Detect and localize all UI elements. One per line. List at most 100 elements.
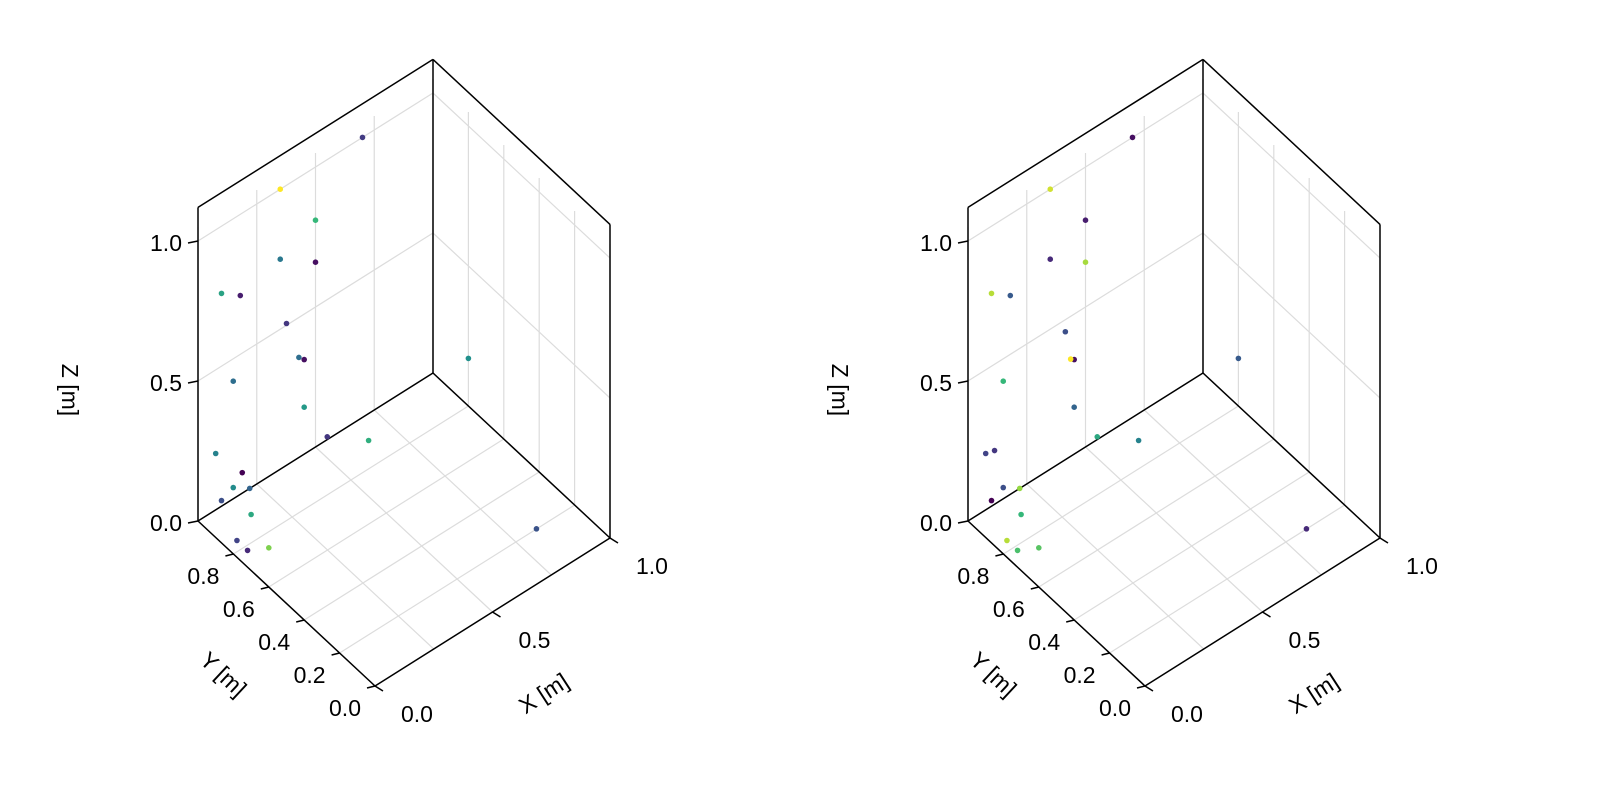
data-point xyxy=(1016,485,1023,492)
data-point xyxy=(365,437,372,444)
z-tick-label: 0.0 xyxy=(150,510,182,536)
axis-frame-line xyxy=(967,58,1204,209)
data-point xyxy=(234,537,240,544)
axis-frame-line xyxy=(1202,58,1381,225)
y-tick-label: 0.6 xyxy=(993,596,1025,622)
data-point xyxy=(312,259,319,266)
z-axis-label: Z [m] xyxy=(57,364,83,416)
x-tick-mark xyxy=(609,537,619,544)
data-point xyxy=(244,547,251,554)
y-tick-label: 0.0 xyxy=(329,695,361,721)
floor-grid-line xyxy=(315,446,493,613)
x-axis-label: X [m] xyxy=(1284,668,1343,719)
z-tick-label: 0.5 xyxy=(920,370,952,396)
y-tick-mark xyxy=(260,586,269,590)
floor-grid-line xyxy=(1038,438,1275,588)
axis-frame-line xyxy=(432,372,611,539)
y-tick-label: 0.0 xyxy=(1099,695,1131,721)
data-point xyxy=(324,434,331,440)
floor-grid-line xyxy=(1143,409,1322,576)
wall-grid-line xyxy=(1202,232,1381,399)
x-axis-label: X [m] xyxy=(514,668,573,719)
axis-frame-line xyxy=(967,372,1204,522)
data-point xyxy=(301,404,308,411)
data-point xyxy=(266,545,272,551)
floor-grid-line xyxy=(373,409,552,576)
axis-frame-line xyxy=(1202,372,1381,539)
data-point xyxy=(1000,378,1007,385)
y-tick-mark xyxy=(296,619,305,623)
y-axis-label: Y [m] xyxy=(195,646,252,701)
data-point xyxy=(1036,545,1042,551)
y-tick-mark xyxy=(1136,685,1146,689)
scatter3d-panel: 0.00.51.00.00.20.40.60.80.00.51.0X [m]Y … xyxy=(827,58,1438,727)
floor-grid-line xyxy=(268,438,505,588)
data-point xyxy=(991,447,998,454)
x-tick-label: 0.0 xyxy=(1171,701,1203,727)
data-point xyxy=(1062,328,1069,335)
data-point xyxy=(1082,217,1089,223)
wall-grid-line xyxy=(967,232,1204,382)
y-tick-label: 0.2 xyxy=(1064,662,1096,688)
data-point xyxy=(248,511,254,518)
y-tick-mark xyxy=(225,553,234,557)
x-tick-label: 1.0 xyxy=(636,553,668,579)
floor-grid-line xyxy=(1085,446,1263,613)
data-point xyxy=(1071,404,1077,411)
z-tick-mark xyxy=(187,520,199,524)
data-point xyxy=(218,290,225,297)
data-point xyxy=(296,354,302,361)
x-tick-label: 0.0 xyxy=(401,701,433,727)
floor-grid-line xyxy=(303,471,540,621)
y-tick-mark xyxy=(1101,652,1110,656)
data-point xyxy=(312,217,319,223)
floor-grid-line xyxy=(233,405,469,555)
y-tick-mark xyxy=(1066,619,1075,623)
z-axis-label: Z [m] xyxy=(827,364,853,416)
wall-grid-line xyxy=(967,92,1204,242)
data-point xyxy=(283,320,290,327)
axis-frame-line xyxy=(197,372,434,522)
z-tick-mark xyxy=(187,380,199,384)
z-tick-label: 1.0 xyxy=(920,230,952,256)
y-axis-label: Y [m] xyxy=(965,646,1022,701)
z-tick-mark xyxy=(957,520,969,524)
y-tick-label: 0.4 xyxy=(258,629,290,655)
z-tick-mark xyxy=(957,240,969,244)
wall-grid-line xyxy=(432,232,611,399)
data-point xyxy=(239,469,246,476)
scatter3d-panel: 0.00.51.00.00.20.40.60.80.00.51.0X [m]Y … xyxy=(57,58,668,727)
data-point xyxy=(1129,134,1136,141)
data-point xyxy=(230,378,237,385)
axis-frame-line xyxy=(967,520,1146,687)
wall-grid-line xyxy=(197,92,434,242)
data-point xyxy=(218,497,225,504)
axis-frame-line xyxy=(197,58,434,209)
data-point xyxy=(1007,292,1014,299)
y-tick-mark xyxy=(995,553,1004,557)
data-point xyxy=(1047,186,1054,192)
data-point xyxy=(277,256,284,263)
data-point xyxy=(246,485,253,492)
data-point xyxy=(1014,547,1021,554)
floor-grid-line xyxy=(1003,405,1239,555)
data-point xyxy=(1094,434,1101,440)
wall-grid-line xyxy=(432,92,611,259)
y-tick-label: 0.2 xyxy=(294,662,326,688)
floor-grid-line xyxy=(256,483,435,650)
y-tick-label: 0.6 xyxy=(223,596,255,622)
wall-grid-line xyxy=(1202,92,1381,259)
x-tick-mark xyxy=(492,611,501,618)
floor-grid-line xyxy=(1026,483,1205,650)
data-point xyxy=(533,526,540,532)
y-tick-mark xyxy=(366,685,376,689)
data-point xyxy=(237,292,244,299)
data-point xyxy=(212,450,219,457)
y-tick-mark xyxy=(1030,586,1039,590)
data-point xyxy=(1000,484,1007,491)
z-tick-mark xyxy=(187,240,199,244)
data-point xyxy=(230,484,237,491)
data-point xyxy=(1004,537,1010,544)
z-tick-mark xyxy=(957,380,969,384)
